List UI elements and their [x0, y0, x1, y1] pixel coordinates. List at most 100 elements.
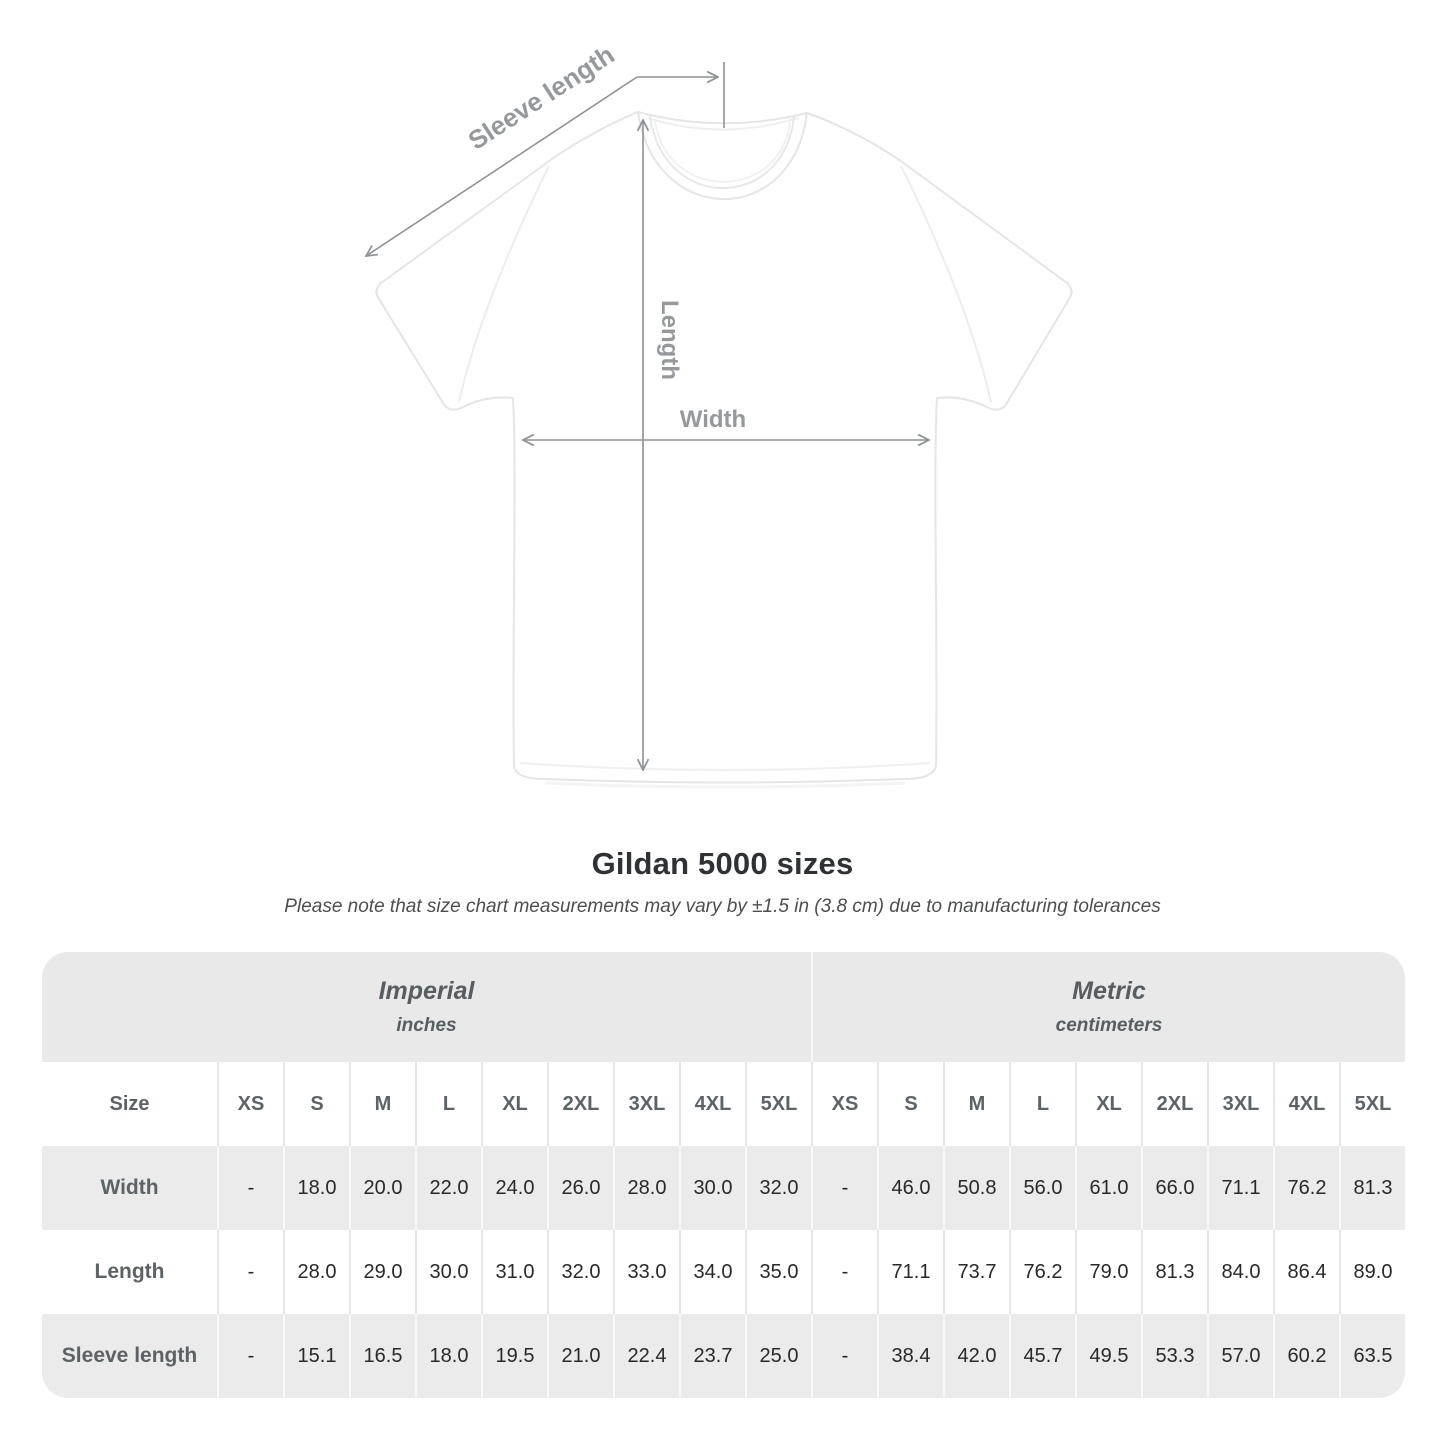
measurement-value: -	[811, 1146, 877, 1230]
measurement-value: -	[217, 1314, 283, 1398]
measurement-value: 35.0	[745, 1230, 811, 1314]
size-chart-table: Imperial inches Metric centimeters Size X…	[42, 952, 1405, 1398]
measurement-value: 33.0	[613, 1230, 679, 1314]
right-armhole-seam	[900, 165, 992, 403]
measurement-row: Width -18.0 20.0 22.0 24.0 26.0 28.0 30.0 32.0-4…	[42, 1146, 1405, 1230]
measurement-value: 45.7	[1009, 1314, 1075, 1398]
imperial-label: Imperial	[378, 977, 475, 1005]
measurement-value: 26.0	[547, 1146, 613, 1230]
size-header-cell: XL	[1075, 1062, 1141, 1146]
measurement-value: 42.0	[943, 1314, 1009, 1398]
measurement-value: 23.7	[679, 1314, 745, 1398]
measurement-value: -	[811, 1314, 877, 1398]
measurement-label: Length	[42, 1230, 217, 1314]
imperial-group-header: Imperial inches	[42, 952, 811, 1062]
measurement-value: -	[217, 1230, 283, 1314]
measurement-value: 24.0	[481, 1146, 547, 1230]
metric-unit: centimeters	[1055, 1015, 1163, 1036]
measurement-value: 22.0	[415, 1146, 481, 1230]
size-header-row: Size XS S M L XL 2XL 3XL 4XL 5XL XS S M L XL 2XL 3XL 4XL 5…	[42, 1062, 1405, 1146]
imperial-unit: inches	[396, 1015, 457, 1036]
size-header-cell: 4XL	[679, 1062, 745, 1146]
metric-group-header: Metric centimeters	[811, 952, 1405, 1062]
measurement-value: 89.0	[1339, 1230, 1405, 1314]
left-armhole-seam	[458, 165, 550, 403]
size-header-cell: 2XL	[1141, 1062, 1207, 1146]
measurement-value: 29.0	[349, 1230, 415, 1314]
measurement-value: 81.3	[1339, 1146, 1405, 1230]
tshirt-illustration	[375, 111, 1073, 789]
collar-back-seam	[647, 117, 799, 131]
measurement-value: 30.0	[679, 1146, 745, 1230]
measurement-value: 21.0	[547, 1314, 613, 1398]
measurement-value: 86.4	[1273, 1230, 1339, 1314]
measurement-value: 28.0	[283, 1230, 349, 1314]
size-header-cell: M	[943, 1062, 1009, 1146]
measurement-value: 76.2	[1273, 1146, 1339, 1230]
size-header-cell: 3XL	[613, 1062, 679, 1146]
measurement-value: 30.0	[415, 1230, 481, 1314]
measurement-value: 76.2	[1009, 1230, 1075, 1314]
measurement-value: 46.0	[877, 1146, 943, 1230]
measurement-value: 84.0	[1207, 1230, 1273, 1314]
measurement-value: 28.0	[613, 1146, 679, 1230]
collar-stitch	[654, 120, 791, 183]
measurement-value: 15.1	[283, 1314, 349, 1398]
size-header-cell: L	[1009, 1062, 1075, 1146]
measurement-value: 71.1	[877, 1230, 943, 1314]
measurement-value: 18.0	[415, 1314, 481, 1398]
size-header-cell: 5XL	[745, 1062, 811, 1146]
measurement-row: Sleeve length -15.1 16.5 18.0 19.5 21.0 22.4 23…	[42, 1314, 1405, 1398]
size-header-cell: S	[283, 1062, 349, 1146]
measurement-value: 22.4	[613, 1314, 679, 1398]
size-chart: Imperial inches Metric centimeters Size X…	[42, 952, 1405, 1398]
measurement-value: 60.2	[1273, 1314, 1339, 1398]
tolerance-note: Please note that size chart measurements…	[284, 896, 1161, 917]
measurement-value: 25.0	[745, 1314, 811, 1398]
measurement-value: 18.0	[283, 1146, 349, 1230]
measurement-value: 32.0	[745, 1146, 811, 1230]
tshirt-measurement-diagram: Sleeve length Length Width	[0, 39, 1073, 789]
measurement-value: -	[811, 1230, 877, 1314]
hem-shadow	[544, 781, 906, 789]
measurement-value: 16.5	[349, 1314, 415, 1398]
size-header-cell: S	[877, 1062, 943, 1146]
size-header-cell: 5XL	[1339, 1062, 1405, 1146]
hem-stitch	[519, 762, 931, 771]
metric-label: Metric	[1072, 977, 1146, 1005]
unit-group-row: Imperial inches Metric centimeters	[42, 952, 1405, 1062]
tshirt-outline	[375, 111, 1073, 784]
dimension-arrows	[366, 62, 929, 770]
collar-back-edge	[637, 111, 808, 125]
measurement-value: 50.8	[943, 1146, 1009, 1230]
length-label: Length	[656, 300, 683, 380]
measurement-value: 20.0	[349, 1146, 415, 1230]
measurement-value: 63.5	[1339, 1314, 1405, 1398]
measurement-value: 73.7	[943, 1230, 1009, 1314]
measurement-value: 19.5	[481, 1314, 547, 1398]
size-column-header: Size	[42, 1062, 217, 1146]
measurement-value: 79.0	[1075, 1230, 1141, 1314]
measurement-value: 71.1	[1207, 1146, 1273, 1230]
size-header-cell: XS	[811, 1062, 877, 1146]
measurement-value: 66.0	[1141, 1146, 1207, 1230]
measurement-value: 49.5	[1075, 1314, 1141, 1398]
page-title: Gildan 5000 sizes	[591, 846, 854, 881]
width-label: Width	[680, 406, 746, 433]
sleeve-length-arrow	[366, 76, 638, 256]
measurement-value: 57.0	[1207, 1314, 1273, 1398]
measurement-label: Width	[42, 1146, 217, 1230]
measurement-value: 38.4	[877, 1314, 943, 1398]
measurement-row: Length -28.0 29.0 30.0 31.0 32.0 33.0 34.0 35.0-…	[42, 1230, 1405, 1314]
measurement-value: 56.0	[1009, 1146, 1075, 1230]
collar-inner-edge	[649, 115, 795, 190]
measurement-value: 32.0	[547, 1230, 613, 1314]
measurement-value: -	[217, 1146, 283, 1230]
size-header-cell: 4XL	[1273, 1062, 1339, 1146]
measurement-label: Sleeve length	[42, 1314, 217, 1398]
size-header-cell: XL	[481, 1062, 547, 1146]
measurement-value: 31.0	[481, 1230, 547, 1314]
size-header-cell: XS	[217, 1062, 283, 1146]
measurement-value: 61.0	[1075, 1146, 1141, 1230]
